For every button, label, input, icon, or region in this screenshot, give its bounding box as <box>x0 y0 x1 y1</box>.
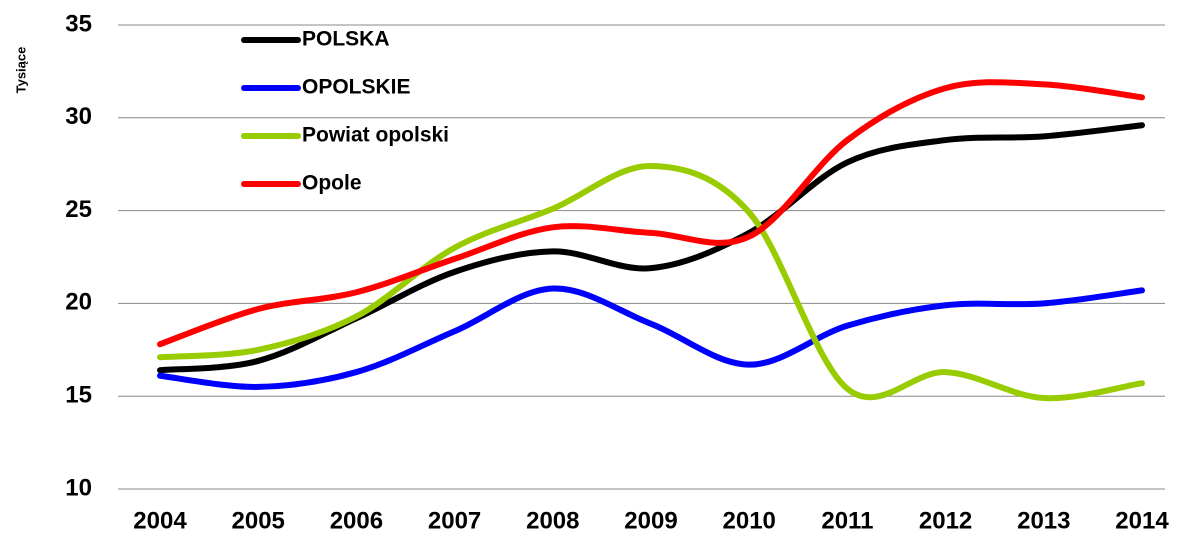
x-tick-label: 2005 <box>232 507 285 534</box>
x-tick-label: 2008 <box>526 507 579 534</box>
x-tick-label: 2004 <box>133 507 187 534</box>
series-line <box>157 79 1145 348</box>
y-tick-label: 30 <box>65 103 92 130</box>
y-tick-label: 15 <box>65 382 92 409</box>
series-line <box>157 285 1145 390</box>
x-tick-label: 2012 <box>919 507 972 534</box>
legend-label: Powiat opolski <box>302 124 449 147</box>
x-tick-label: 2014 <box>1115 507 1169 534</box>
x-tick-label: 2011 <box>821 507 873 534</box>
series-line <box>157 163 1145 402</box>
legend-label: OPOLSKIE <box>302 76 411 99</box>
y-tick-label: 35 <box>65 10 92 37</box>
y-tick-label: 10 <box>65 474 92 501</box>
x-tick-label: 2007 <box>428 507 481 534</box>
x-tick-label: 2010 <box>723 507 776 534</box>
series-line <box>157 122 1145 374</box>
x-tick-label: 2006 <box>330 507 383 534</box>
x-tick-label: 2013 <box>1017 507 1070 534</box>
y-tick-label: 25 <box>65 196 92 223</box>
legend-label: Opole <box>302 172 362 195</box>
y-axis-label: Tysiące <box>13 47 28 94</box>
y-tick-label: 20 <box>65 289 92 316</box>
legend-label: POLSKA <box>302 28 390 51</box>
x-tick-label: 2009 <box>624 507 677 534</box>
